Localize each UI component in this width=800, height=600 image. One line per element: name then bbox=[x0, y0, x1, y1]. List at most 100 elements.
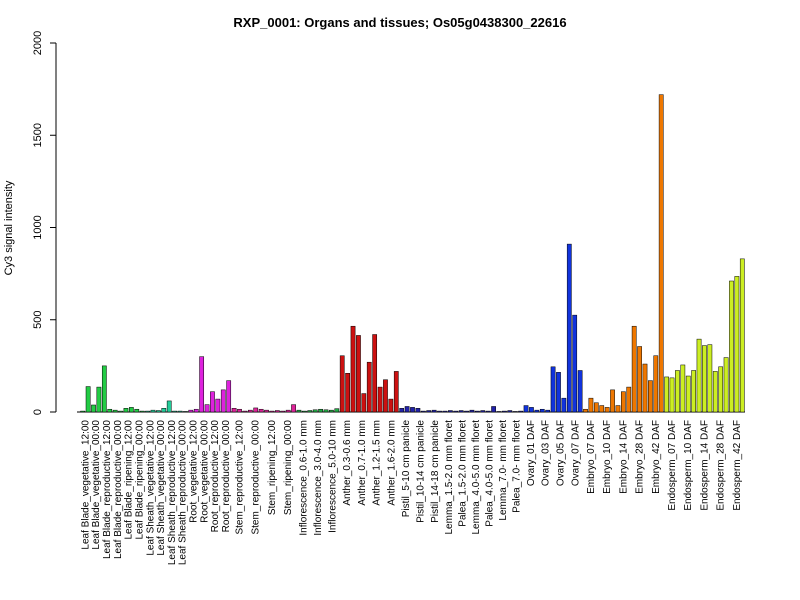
bar bbox=[264, 409, 269, 413]
bar bbox=[156, 410, 161, 413]
bar bbox=[361, 393, 367, 413]
bar bbox=[339, 355, 345, 413]
x-tick-label: Anther_0.7-1.0 mm bbox=[357, 420, 368, 506]
bar bbox=[561, 397, 567, 413]
y-axis-label: Cy3 signal intensity bbox=[3, 180, 15, 275]
bar bbox=[366, 361, 372, 413]
bar bbox=[491, 406, 496, 413]
bar bbox=[415, 408, 421, 413]
bar bbox=[280, 410, 286, 413]
x-tick-label: Endosperm_10 DAF bbox=[683, 420, 694, 511]
bar bbox=[188, 409, 194, 413]
x-tick-label: Lemma_1.5-2.0 mm floret bbox=[444, 420, 455, 535]
bar bbox=[345, 373, 350, 413]
x-tick-label: Ovary_07 DAF bbox=[570, 420, 581, 486]
x-tick-label: Leaf Sheath_reproductive_00:00 bbox=[178, 420, 189, 566]
x-tick-label: Lemma_4.0-5.0 mm floret bbox=[471, 420, 482, 535]
bar bbox=[329, 409, 334, 413]
bar bbox=[696, 338, 702, 413]
bar bbox=[96, 386, 102, 413]
bar bbox=[410, 407, 415, 413]
bar bbox=[420, 410, 426, 413]
x-tick-label: Leaf Blade_vegetative_12:00 bbox=[80, 420, 91, 550]
bar bbox=[145, 410, 150, 413]
bar bbox=[583, 408, 588, 413]
bar bbox=[610, 389, 615, 413]
bar bbox=[648, 380, 653, 413]
bar bbox=[572, 314, 578, 413]
bar bbox=[723, 357, 729, 413]
x-tick-label: Stem_reproductive_00:00 bbox=[251, 420, 262, 535]
bar bbox=[204, 404, 210, 413]
bar bbox=[637, 346, 642, 413]
bar bbox=[285, 409, 291, 413]
bar bbox=[161, 408, 167, 413]
bar bbox=[718, 366, 724, 413]
bar bbox=[512, 411, 518, 413]
bar bbox=[550, 366, 556, 413]
x-tick-label: Leaf Sheath_reproductive_12:00 bbox=[167, 420, 178, 566]
bar bbox=[166, 400, 172, 413]
x-tick-label: Inflorescence_0.6-1.0 mm bbox=[298, 420, 309, 536]
bar bbox=[129, 407, 134, 413]
bar bbox=[480, 410, 486, 413]
bar bbox=[712, 371, 718, 413]
bar bbox=[588, 397, 594, 413]
x-tick-label: Anther_0.3-0.6 mm bbox=[342, 420, 353, 506]
bar bbox=[350, 325, 356, 413]
bar bbox=[210, 391, 215, 413]
x-tick-label: Leaf Blade_vegetative_00:00 bbox=[91, 420, 102, 550]
bar bbox=[334, 408, 340, 413]
bar bbox=[107, 408, 113, 413]
bar bbox=[485, 410, 491, 413]
x-tick-label: Pistil_14-18 cm panicle bbox=[430, 420, 441, 523]
bar bbox=[447, 410, 453, 413]
bar bbox=[453, 410, 459, 413]
y-tick-label: 500 bbox=[32, 311, 44, 329]
x-tick-label: Root_vegetative_12:00 bbox=[189, 420, 200, 523]
x-tick-label: Embryo_07 DAF bbox=[586, 420, 597, 494]
x-tick-label: Stem_reproductive_12:00 bbox=[234, 420, 245, 535]
bar bbox=[269, 410, 275, 413]
bar bbox=[729, 280, 734, 413]
x-tick-label: Pistil_10-14 cm panicle bbox=[416, 420, 427, 523]
bar bbox=[539, 408, 545, 413]
bar bbox=[469, 409, 475, 413]
bar bbox=[669, 377, 675, 413]
bar bbox=[631, 325, 637, 413]
x-tick-label: Ovary_05 DAF bbox=[556, 420, 567, 486]
bar bbox=[85, 386, 91, 413]
bar bbox=[431, 409, 437, 413]
bar bbox=[685, 375, 691, 413]
bar bbox=[237, 408, 242, 413]
bar bbox=[231, 408, 237, 413]
bar bbox=[702, 345, 707, 413]
bar bbox=[183, 411, 188, 413]
bar bbox=[739, 258, 745, 413]
y-axis: 0 500 1000 1500 2000 bbox=[32, 31, 57, 415]
bar bbox=[529, 407, 534, 413]
x-tick-label: Endosperm_14 DAF bbox=[699, 420, 710, 511]
x-tick-label: Endosperm_07 DAF bbox=[667, 420, 678, 511]
x-tick-label: Leaf Sheath_vegetative_00:00 bbox=[156, 420, 167, 556]
bar bbox=[675, 370, 680, 413]
bar bbox=[199, 356, 205, 413]
bar bbox=[664, 376, 669, 413]
bar bbox=[691, 370, 697, 413]
x-tick-label: Root_reproductive_12:00 bbox=[210, 420, 221, 533]
bar bbox=[323, 409, 329, 413]
x-tick-label: Palea_4.0-5.0 mm floret bbox=[485, 420, 496, 527]
bar bbox=[593, 402, 599, 413]
bar bbox=[507, 410, 513, 413]
bar bbox=[291, 404, 296, 413]
bar bbox=[626, 386, 632, 413]
x-tick-label: Anther_1.2-1.5 mm bbox=[372, 420, 383, 506]
bar bbox=[437, 410, 442, 413]
bars-layer bbox=[80, 94, 745, 413]
bar bbox=[404, 406, 410, 413]
bar bbox=[707, 344, 713, 413]
bar bbox=[383, 379, 388, 413]
bar bbox=[399, 408, 405, 413]
bar bbox=[388, 398, 394, 413]
